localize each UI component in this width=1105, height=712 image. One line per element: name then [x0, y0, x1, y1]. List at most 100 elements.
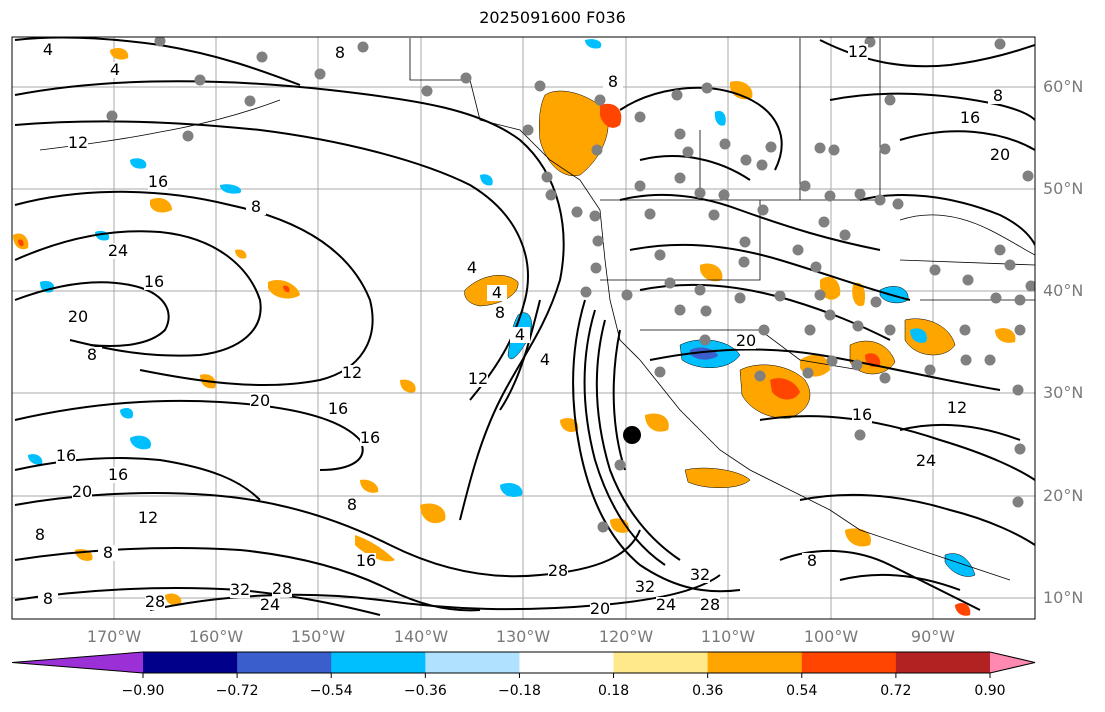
contour-label: 16 — [108, 465, 128, 484]
contour-label-background — [360, 430, 380, 446]
station-marker — [1012, 384, 1024, 396]
contour-label-background — [144, 274, 164, 290]
station-marker — [962, 274, 974, 286]
contour-label-background — [635, 579, 655, 595]
station-marker — [1004, 259, 1016, 271]
station-marker — [654, 249, 666, 261]
contour-label-background — [138, 510, 158, 526]
station-marker — [879, 372, 891, 384]
station-marker — [960, 354, 972, 366]
station-marker — [701, 82, 713, 94]
colorbar — [11, 651, 1036, 678]
contour-label: 8 — [87, 345, 97, 364]
colorbar-bin — [331, 652, 426, 673]
station-marker — [754, 370, 766, 382]
station-marker — [804, 324, 816, 336]
station-marker — [591, 144, 603, 156]
station-marker — [839, 229, 851, 241]
station-marker — [621, 289, 633, 301]
contour-label: 16 — [328, 399, 348, 418]
station-marker — [1025, 280, 1035, 292]
station-marker — [884, 94, 896, 106]
contour-label: 4 — [467, 258, 477, 277]
station-marker — [810, 261, 822, 273]
station-marker — [854, 429, 866, 441]
colorbar-bin — [707, 652, 803, 673]
contour-label-background — [487, 285, 507, 301]
contour-label-background — [38, 42, 58, 58]
contour-label-background — [30, 527, 50, 543]
station-marker — [814, 142, 826, 154]
longitude-label: 130°W — [495, 627, 551, 646]
station-marker — [874, 194, 886, 206]
contour-label-background — [342, 497, 362, 513]
station-marker — [994, 244, 1006, 256]
station-marker — [984, 354, 996, 366]
contour-label: 4 — [540, 350, 550, 369]
contour-label: 16 — [148, 172, 168, 191]
station-marker — [892, 198, 904, 210]
station-marker — [994, 38, 1006, 50]
longitude-label: 120°W — [598, 627, 654, 646]
colorbar-bin — [613, 652, 709, 673]
contour-label: 8 — [43, 589, 53, 608]
station-marker — [674, 172, 686, 184]
station-marker — [814, 289, 826, 301]
contour-label-background — [148, 174, 168, 190]
station-marker — [541, 171, 553, 183]
contour-label: 28 — [145, 592, 165, 611]
contour-label: 32 — [690, 565, 710, 584]
contour-label: 20 — [590, 599, 610, 618]
contour-label: 12 — [947, 398, 967, 417]
contour-label-background — [656, 597, 676, 613]
contour-label-background — [356, 553, 376, 569]
contour-label: 12 — [68, 133, 88, 152]
longitude-label: 150°W — [290, 627, 346, 646]
station-marker — [590, 262, 602, 274]
contour-label: 16 — [356, 551, 376, 570]
colorbar-tick-label: 0.90 — [974, 683, 1006, 699]
station-marker — [924, 364, 936, 376]
contour-label: 4 — [515, 325, 525, 344]
contour-label-background — [108, 243, 128, 259]
station-marker — [826, 355, 838, 367]
contour-label-background — [105, 62, 125, 78]
station-marker — [854, 188, 866, 200]
station-marker — [851, 359, 863, 371]
station-marker — [929, 264, 941, 276]
contour-label: 8 — [993, 86, 1003, 105]
contour-label-background — [535, 352, 555, 368]
station-marker — [959, 324, 971, 336]
station-marker — [682, 146, 694, 158]
station-marker — [699, 334, 711, 346]
station-marker — [828, 144, 840, 156]
station-marker — [708, 209, 720, 221]
contour-label: 12 — [848, 42, 868, 61]
station-marker — [884, 324, 896, 336]
longitude-label: 100°W — [803, 627, 859, 646]
contour-label: 4 — [492, 283, 502, 302]
contour-label-background — [272, 581, 292, 597]
station-marker — [740, 154, 752, 166]
colorbar-tick-label: 0.72 — [880, 683, 912, 699]
storm-center-marker — [623, 426, 641, 444]
station-marker — [1014, 324, 1026, 336]
contour-label: 20 — [68, 307, 88, 326]
station-marker — [194, 74, 206, 86]
contour-label-background — [548, 563, 568, 579]
contour-label: 28 — [548, 561, 568, 580]
contour-label-background — [68, 309, 88, 325]
longitude-label: 110°W — [700, 627, 756, 646]
contour-label-background — [82, 347, 102, 363]
colorbar-tick-label: 0.36 — [692, 683, 724, 699]
station-marker — [774, 290, 786, 302]
longitude-label: 160°W — [188, 627, 244, 646]
contour-label: 8 — [103, 543, 113, 562]
contour-label: 28 — [700, 595, 720, 614]
station-marker — [460, 72, 472, 84]
station-markers — [106, 37, 1035, 533]
station-marker — [802, 367, 814, 379]
contour-label: 20 — [72, 482, 92, 501]
